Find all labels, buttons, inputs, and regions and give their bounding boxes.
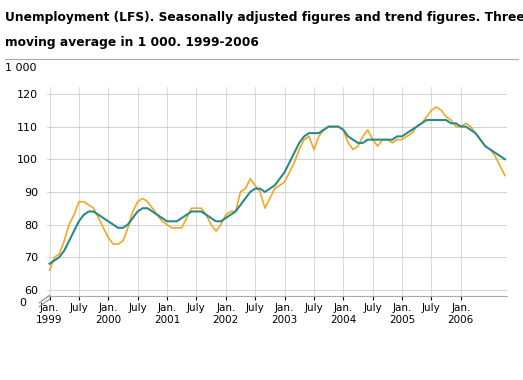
Text: 1 000: 1 000 (5, 63, 37, 73)
Text: moving average in 1 000. 1999-2006: moving average in 1 000. 1999-2006 (5, 36, 259, 49)
Text: 0: 0 (19, 298, 26, 308)
Text: Unemployment (LFS). Seasonally adjusted figures and trend figures. Three-month: Unemployment (LFS). Seasonally adjusted … (5, 11, 523, 24)
Legend: Seasonally adjusted, Trend: Seasonally adjusted, Trend (149, 377, 405, 380)
